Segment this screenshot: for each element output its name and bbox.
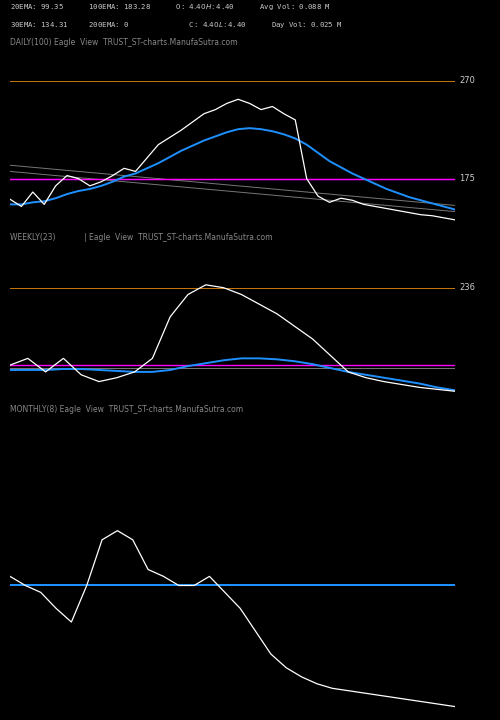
Text: DAILY(100) Eagle  View  TRUST_ST-charts.ManufaSutra.com: DAILY(100) Eagle View TRUST_ST-charts.Ma… [10, 38, 237, 47]
Text: 175: 175 [459, 174, 475, 183]
Text: 270: 270 [459, 76, 475, 85]
Text: MONTHLY(8) Eagle  View  TRUST_ST-charts.ManufaSutra.com: MONTHLY(8) Eagle View TRUST_ST-charts.Ma… [10, 405, 243, 415]
Text: WEEKLY(23)            | Eagle  View  TRUST_ST-charts.ManufaSutra.com: WEEKLY(23) | Eagle View TRUST_ST-charts.… [10, 233, 272, 241]
Text: 20EMA: 99.35      100EMA: 183.28      O: $4.40      H: $4.40      Avg Vol: 0.088: 20EMA: 99.35 100EMA: 183.28 O: $4.40 H: … [10, 1, 331, 12]
Text: 30EMA: 134.31     200EMA: 0              C: $4.40      L: $4.40      Day Vol: 0.: 30EMA: 134.31 200EMA: 0 C: $4.40 L: $4.4… [10, 19, 342, 30]
Text: 236: 236 [459, 283, 475, 292]
